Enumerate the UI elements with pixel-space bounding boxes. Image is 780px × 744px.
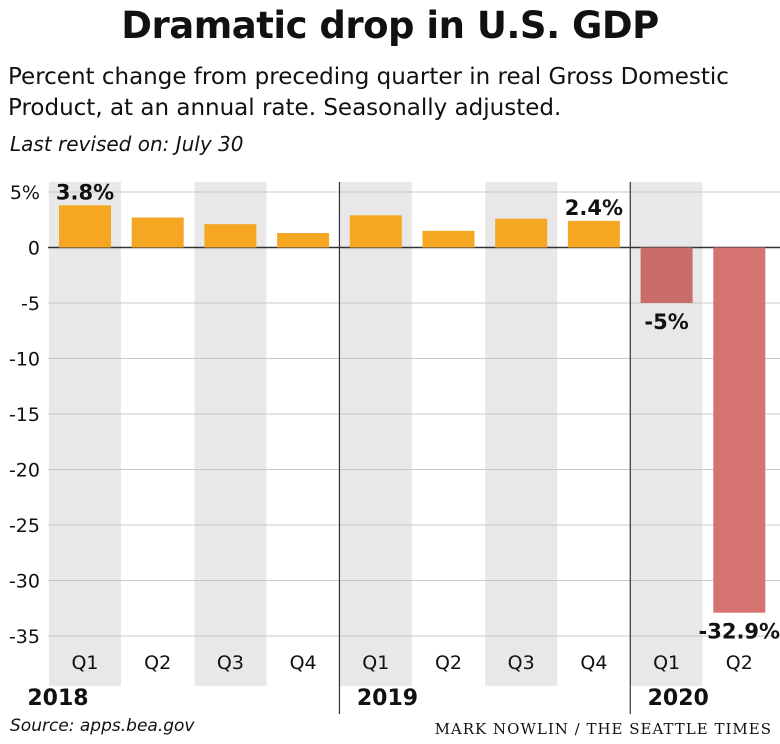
bar-0-Q1 (59, 205, 111, 248)
bar-9-Q2 (713, 247, 766, 613)
data-label: 2.4% (565, 196, 623, 220)
bar-8-Q1 (640, 247, 693, 303)
x-tick-label: Q4 (580, 652, 607, 674)
credit-line: MARK NOWLIN / THE SEATTLE TIMES (434, 720, 772, 738)
data-label: -5% (644, 310, 688, 334)
bar-2-Q3 (204, 224, 257, 248)
y-tick-label: -35 (9, 626, 40, 648)
column-band-2018-Q3 (194, 182, 267, 686)
x-tick-label: Q3 (508, 652, 535, 674)
y-tick-label: -10 (9, 349, 40, 371)
y-tick-label: -20 (9, 460, 40, 482)
bar-6-Q3 (495, 218, 548, 248)
source-note: Source: apps.bea.gov (10, 716, 195, 736)
x-tick-label: Q3 (217, 652, 244, 674)
column-band-2019-Q1 (339, 182, 412, 686)
y-tick-label: -5 (21, 293, 40, 315)
year-label-2020: 2020 (648, 686, 709, 711)
y-tick-label: 0 (28, 238, 40, 260)
year-label-2018: 2018 (27, 686, 88, 711)
y-tick-label: -15 (9, 404, 40, 426)
column-band-2019-Q3 (485, 182, 558, 686)
x-tick-label: Q2 (726, 652, 753, 674)
data-label: 3.8% (56, 180, 114, 204)
bar-3-Q4 (277, 233, 330, 248)
y-tick-label: -30 (9, 571, 40, 593)
bar-5-Q2 (422, 230, 475, 248)
y-tick-label: -25 (9, 515, 40, 537)
x-tick-label: Q2 (435, 652, 462, 674)
bar-7-Q4 (567, 220, 620, 248)
y-tick-label: 5% (10, 182, 40, 204)
bar-1-Q2 (131, 217, 184, 248)
x-tick-label: Q2 (144, 652, 171, 674)
x-tick-label: Q1 (653, 652, 680, 674)
chart-title: Dramatic drop in U.S. GDP (121, 4, 659, 47)
bar-4-Q1 (349, 215, 402, 248)
x-tick-label: Q1 (362, 652, 389, 674)
x-tick-label: Q4 (290, 652, 317, 674)
column-band-2018-Q1 (49, 182, 121, 686)
year-label-2019: 2019 (357, 686, 418, 711)
chart-subtitle: Percent change from preceding quarter in… (8, 64, 729, 121)
x-tick-label: Q1 (71, 652, 98, 674)
revised-date: Last revised on: July 30 (10, 132, 244, 156)
data-label: -32.9% (699, 620, 780, 644)
